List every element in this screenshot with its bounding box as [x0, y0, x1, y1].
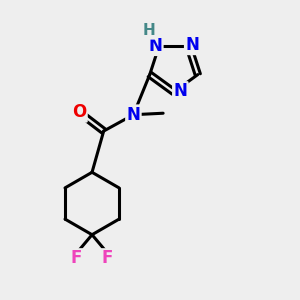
Text: O: O [72, 103, 86, 121]
Text: N: N [185, 36, 199, 54]
Text: N: N [127, 106, 140, 124]
Text: N: N [148, 37, 162, 55]
Text: H: H [143, 23, 156, 38]
Text: N: N [173, 82, 187, 100]
Text: F: F [102, 250, 113, 268]
Text: F: F [71, 250, 82, 268]
